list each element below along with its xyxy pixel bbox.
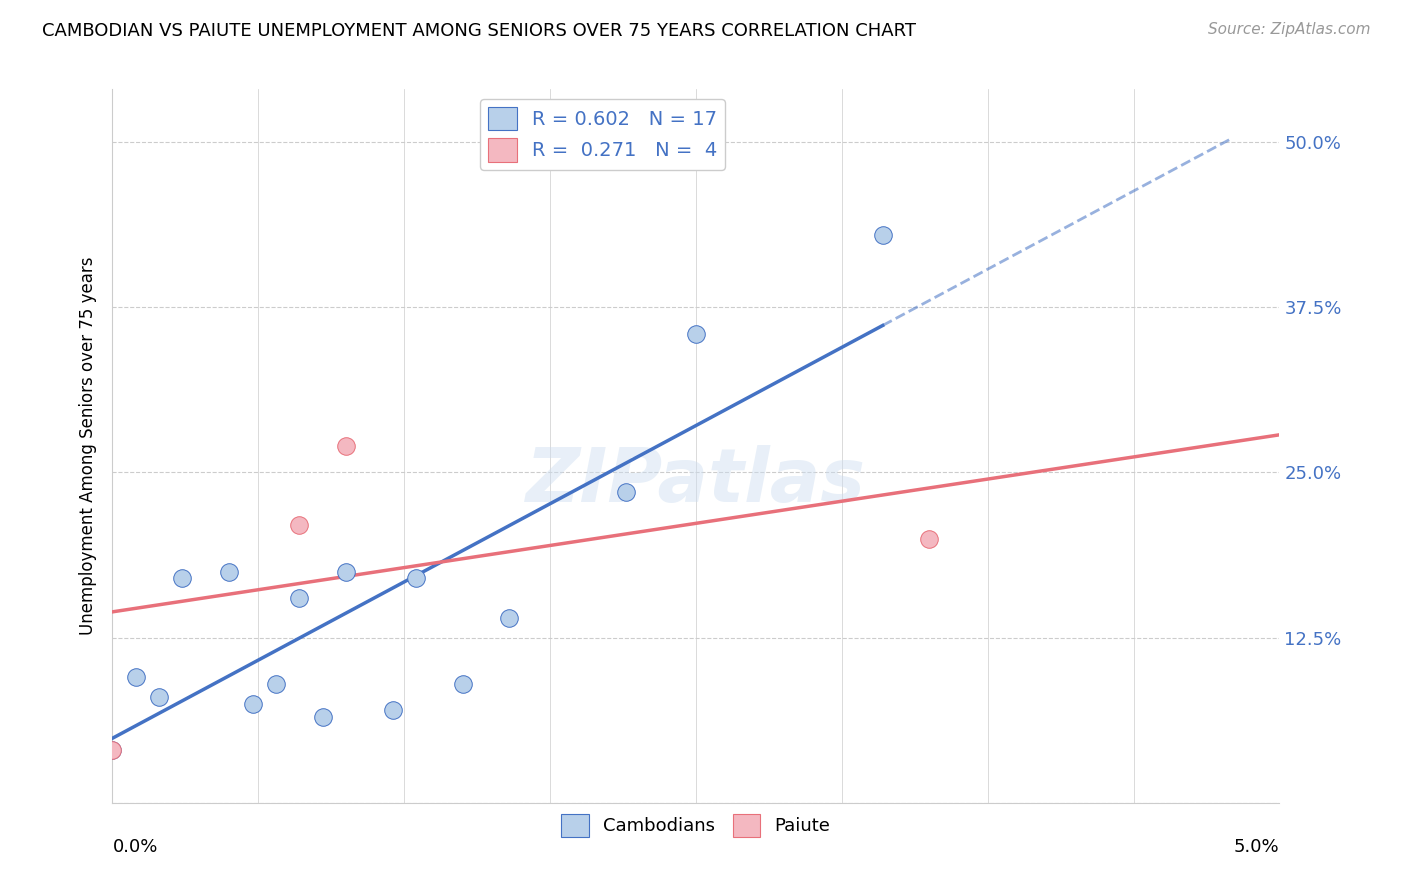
Text: 5.0%: 5.0% (1234, 838, 1279, 856)
Point (335, 565, 357, 579)
Legend: Cambodians, Paiute: Cambodians, Paiute (554, 807, 838, 844)
Point (872, 227, 894, 242)
Point (311, 710, 333, 724)
Point (242, 697, 264, 711)
Point (685, 326, 707, 341)
Text: ZIPatlas: ZIPatlas (526, 445, 866, 518)
Point (498, 611, 520, 625)
Point (101, 743, 124, 757)
Point (614, 485, 637, 500)
Point (148, 690, 170, 704)
Point (335, 439, 357, 453)
Point (172, 571, 194, 585)
Text: CAMBODIAN VS PAIUTE UNEMPLOYMENT AMONG SENIORS OVER 75 YEARS CORRELATION CHART: CAMBODIAN VS PAIUTE UNEMPLOYMENT AMONG S… (42, 22, 917, 40)
Point (451, 677, 474, 691)
Point (918, 532, 941, 546)
Point (405, 571, 427, 585)
Text: 0.0%: 0.0% (112, 838, 157, 856)
Point (125, 670, 148, 684)
Point (288, 518, 311, 533)
Text: Source: ZipAtlas.com: Source: ZipAtlas.com (1208, 22, 1371, 37)
Point (288, 591, 311, 605)
Point (264, 677, 287, 691)
Y-axis label: Unemployment Among Seniors over 75 years: Unemployment Among Seniors over 75 years (79, 257, 97, 635)
Point (218, 565, 240, 579)
Point (101, 743, 124, 757)
Point (381, 703, 404, 717)
